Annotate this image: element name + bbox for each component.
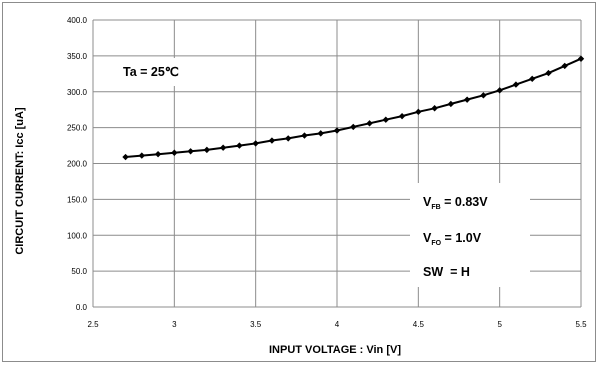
y-tick-labels: 0.0 50.0 100.0 150.0 200.0 250.0 300.0 350.0 400… bbox=[67, 16, 88, 312]
x-tick-label: 2.5 bbox=[87, 320, 99, 329]
data-point bbox=[285, 135, 292, 142]
data-point bbox=[333, 127, 341, 134]
y-tick-label: 200.0 bbox=[67, 160, 88, 169]
x-axis-title: INPUT VOLTAGE : Vin [V] bbox=[269, 344, 401, 356]
conditions-annotation-box bbox=[410, 183, 530, 287]
data-point bbox=[268, 137, 276, 144]
vfb-annotation: VFB = 0.83V bbox=[423, 195, 488, 211]
data-point bbox=[545, 69, 552, 77]
x-tick-label: 3.5 bbox=[250, 320, 262, 329]
data-point bbox=[366, 120, 373, 127]
y-tick-label: 400.0 bbox=[67, 16, 88, 25]
y-tick-label: 250.0 bbox=[67, 124, 88, 133]
data-point bbox=[317, 130, 324, 137]
data-point bbox=[219, 144, 227, 151]
x-tick-label: 4 bbox=[335, 320, 340, 329]
data-point bbox=[529, 75, 536, 83]
y-tick-label: 50.0 bbox=[71, 267, 87, 276]
y-tick-label: 150.0 bbox=[67, 195, 88, 204]
data-point bbox=[382, 116, 389, 123]
data-point bbox=[496, 87, 503, 94]
chart-svg: 0.0 50.0 100.0 150.0 200.0 250.0 300.0 350.0 400… bbox=[14, 16, 587, 356]
temperature-annotation-box bbox=[111, 58, 211, 86]
y-tick-label: 0.0 bbox=[76, 303, 88, 312]
y-tick-label: 100.0 bbox=[67, 231, 88, 240]
vfo-annotation: VFO = 1.0V bbox=[423, 231, 482, 247]
data-point bbox=[138, 152, 145, 159]
data-point bbox=[171, 149, 178, 156]
sw-annotation: SW = H bbox=[423, 265, 470, 279]
data-point bbox=[463, 96, 471, 103]
data-point bbox=[415, 108, 422, 116]
data-point bbox=[561, 62, 568, 70]
chart-frame: 0.0 50.0 100.0 150.0 200.0 250.0 300.0 350.0 400… bbox=[2, 2, 596, 362]
data-point bbox=[122, 153, 129, 161]
data-point bbox=[252, 140, 259, 147]
data-point bbox=[447, 100, 455, 108]
data-point bbox=[577, 55, 585, 62]
y-axis-title: CIRCUIT CURRENT: Icc [uA] bbox=[14, 107, 26, 255]
data-point bbox=[350, 123, 357, 131]
data-point bbox=[187, 148, 194, 155]
data-point bbox=[301, 132, 308, 139]
x-tick-labels: 2.5 3 3.5 4 4.5 5 5.5 bbox=[87, 320, 587, 329]
x-tick-label: 3 bbox=[172, 320, 177, 329]
y-tick-label: 300.0 bbox=[67, 88, 88, 97]
data-point bbox=[203, 146, 211, 154]
temperature-annotation: Ta = 25℃ bbox=[123, 65, 179, 79]
data-markers bbox=[122, 55, 585, 161]
data-point bbox=[236, 142, 243, 149]
data-point bbox=[431, 105, 438, 112]
x-tick-label: 5 bbox=[497, 320, 502, 329]
data-point bbox=[154, 150, 162, 158]
data-point bbox=[512, 81, 520, 88]
x-tick-label: 5.5 bbox=[575, 320, 587, 329]
y-tick-label: 350.0 bbox=[67, 52, 88, 61]
data-point bbox=[398, 112, 406, 120]
x-tick-label: 4.5 bbox=[413, 320, 425, 329]
data-point bbox=[480, 92, 487, 99]
